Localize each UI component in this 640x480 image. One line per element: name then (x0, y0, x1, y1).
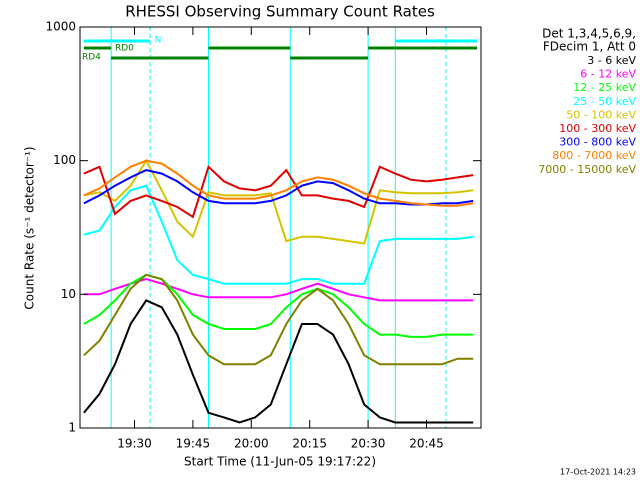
x-tick-label: 20:30 (351, 437, 386, 451)
y-tick-label: 1000 (45, 20, 76, 34)
x-tick-label: 20:00 (234, 437, 269, 451)
flag-label: N (155, 36, 162, 46)
chart-title: RHESSI Observing Summary Count Rates (125, 3, 435, 21)
footer: 17-Oct-2021 14:23 (560, 468, 636, 477)
series-line (83, 169, 474, 206)
series-line (83, 159, 474, 207)
legend-entry: 25 - 50 keV (573, 95, 636, 108)
x-tick-label: 19:30 (117, 437, 152, 451)
plot-frame (79, 26, 482, 429)
legend-entry: 300 - 800 keV (559, 136, 636, 149)
series-line (83, 273, 474, 366)
legend-header: Det 1,3,4,5,6,9, (542, 27, 636, 41)
series-line (83, 158, 474, 245)
x-tick-label: 20:15 (292, 437, 327, 451)
legend-entry: 50 - 100 keV (566, 108, 636, 121)
series-line (83, 184, 474, 285)
series-line (83, 278, 474, 302)
legend-entry: 6 - 12 keV (580, 68, 636, 81)
series-line (83, 299, 474, 424)
legend-entry: 12 - 25 keV (573, 81, 636, 94)
legend-entry: 3 - 6 keV (587, 54, 636, 67)
x-axis-label: Start Time (11-Jun-05 19:17:22) (184, 455, 376, 469)
x-tick-label: 20:45 (409, 437, 444, 451)
y-tick-label: 1 (68, 421, 76, 435)
y-tick-label: 100 (53, 153, 76, 167)
flag-label: RD0 (115, 44, 134, 54)
y-axis-label: Count Rate (s⁻¹ detector⁻¹) (23, 146, 37, 309)
y-tick-label: 10 (61, 287, 76, 301)
legend-entry: 800 - 7000 keV (552, 149, 636, 162)
x-tick-label: 19:45 (176, 437, 211, 451)
series-line (83, 164, 474, 219)
legend-entry: 7000 - 15000 keV (538, 163, 636, 176)
legend-entry: 100 - 300 keV (559, 122, 636, 135)
legend-header: FDecim 1, Att 0 (543, 40, 636, 54)
flag-label: RD4 (82, 53, 101, 63)
